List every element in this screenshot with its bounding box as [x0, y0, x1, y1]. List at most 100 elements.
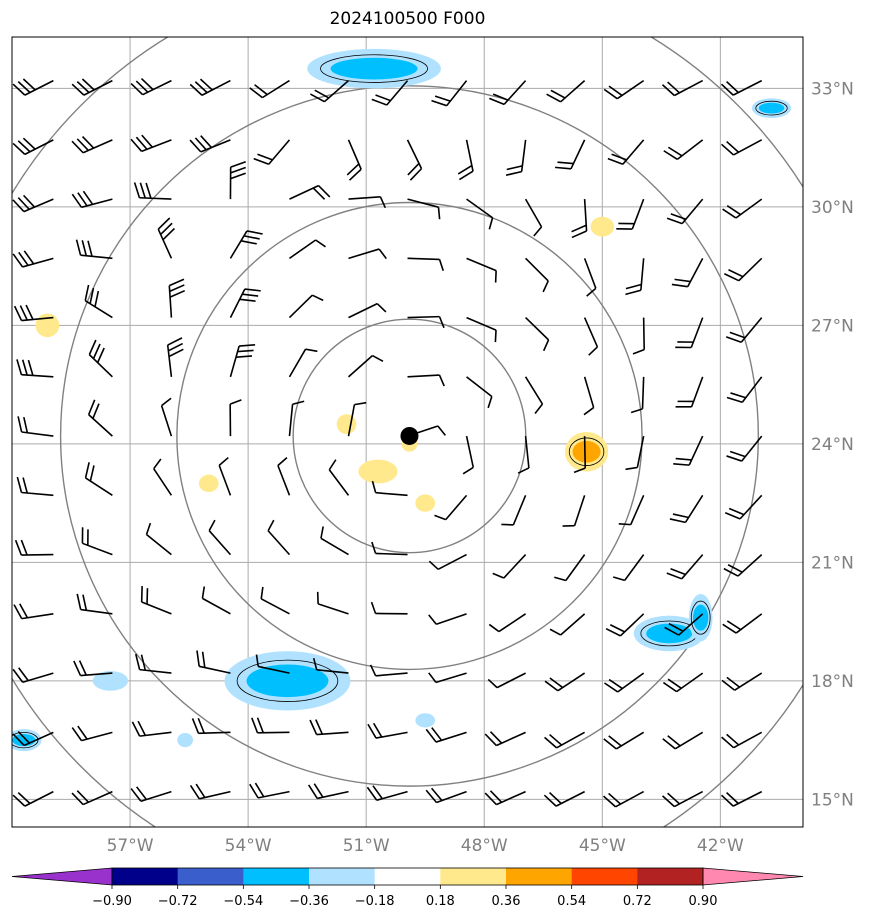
barb-flag — [487, 678, 498, 689]
colorbar-tick-label: −0.54 — [223, 894, 264, 909]
barb-flag — [488, 623, 500, 633]
anomaly-patch — [358, 459, 398, 484]
barb-flag — [244, 288, 261, 292]
barb-shaft — [622, 139, 645, 165]
wind-barb — [75, 239, 113, 260]
barb-flag — [722, 623, 737, 634]
barb-flag — [371, 98, 388, 106]
wind-barb — [431, 80, 468, 107]
wind-barb — [484, 731, 526, 747]
barb-flag — [730, 392, 747, 399]
colorbar-segment — [309, 868, 376, 885]
barb-shaft — [347, 139, 362, 170]
barb-shaft — [277, 465, 291, 496]
wind-barb — [370, 601, 408, 615]
wind-barb — [663, 139, 704, 161]
barb-flag — [135, 786, 148, 800]
barb-shaft — [615, 731, 645, 750]
wind-barb — [251, 717, 290, 734]
wind-barb — [14, 539, 54, 556]
barb-shaft — [153, 468, 173, 496]
wind-barb — [407, 257, 445, 272]
barb-flag — [21, 359, 28, 376]
barb-shaft — [496, 790, 526, 806]
barb-shaft — [739, 494, 763, 520]
barb-shaft — [267, 530, 291, 556]
anomaly-patch — [633, 615, 705, 652]
anomaly-contour — [755, 100, 788, 116]
barb-flag — [328, 459, 337, 471]
wind-barb — [630, 376, 645, 414]
barb-flag — [13, 604, 23, 620]
barb-flag — [82, 594, 88, 611]
barb-flag — [77, 192, 88, 207]
anomaly-fill — [198, 474, 219, 493]
barb-shaft — [82, 790, 113, 806]
wind-barb — [130, 77, 172, 96]
barb-flag — [407, 162, 420, 176]
barb-flag — [196, 650, 200, 667]
barb-flag — [71, 140, 84, 154]
barb-shaft — [24, 139, 54, 156]
wind-barb — [554, 554, 586, 582]
barb-shaft — [229, 288, 246, 318]
wind-barb — [130, 134, 172, 153]
barb-flag — [726, 205, 741, 216]
barb-flag — [726, 792, 739, 805]
barb-flag — [666, 572, 683, 580]
range-ring — [12, 37, 803, 827]
wind-barb — [189, 783, 231, 800]
wind-barb — [724, 257, 763, 282]
barb-flag — [667, 146, 683, 157]
barb-flag — [543, 794, 557, 807]
wind-barb — [76, 593, 113, 615]
wind-barb — [562, 495, 586, 527]
barb-flag — [145, 522, 152, 535]
barb-flag — [12, 668, 24, 683]
wind-barb — [12, 731, 54, 747]
colorbar-segment — [177, 868, 244, 885]
barb-shaft — [496, 672, 526, 689]
barb-flag — [71, 727, 83, 742]
wind-barb — [316, 591, 349, 615]
wind-barb — [603, 79, 645, 100]
barb-shaft — [503, 80, 527, 105]
barb-flag — [157, 217, 171, 230]
barb-flag — [230, 172, 246, 180]
barb-flag — [246, 230, 263, 235]
barb-flag — [71, 193, 83, 208]
wind-barb — [267, 519, 291, 556]
wind-barb — [12, 194, 54, 213]
storm-center-marker — [400, 426, 419, 445]
barb-shaft — [466, 376, 493, 398]
wind-barb — [722, 198, 763, 219]
wind-barb — [549, 613, 586, 636]
barb-shaft — [642, 317, 645, 350]
barb-flag — [134, 653, 141, 670]
barb-flag — [457, 164, 473, 175]
wind-barb — [484, 790, 526, 806]
wind-barb — [661, 79, 704, 97]
barb-flag — [375, 94, 391, 102]
wind-barb — [140, 586, 172, 615]
barb-flag — [462, 466, 474, 475]
barb-shaft — [737, 554, 763, 577]
barb-flag — [625, 466, 638, 471]
barb-flag — [431, 727, 443, 741]
anomaly-patch — [177, 732, 194, 748]
barb-shaft — [735, 613, 763, 634]
barb-flag — [546, 93, 562, 103]
barb-flag — [78, 660, 87, 676]
barb-shaft — [142, 79, 172, 96]
barb-flag — [194, 81, 208, 94]
wind-barb — [145, 522, 172, 556]
wind-barb — [371, 541, 408, 556]
barb-flag — [425, 728, 437, 743]
lat-tick-label: 27°N — [811, 316, 854, 336]
colorbar-tick-label: −0.18 — [354, 894, 395, 909]
wind-barb — [347, 401, 367, 437]
barb-flag — [311, 294, 324, 302]
wind-barb — [309, 719, 349, 736]
wind-barb — [13, 304, 54, 322]
barb-flag — [168, 278, 185, 287]
